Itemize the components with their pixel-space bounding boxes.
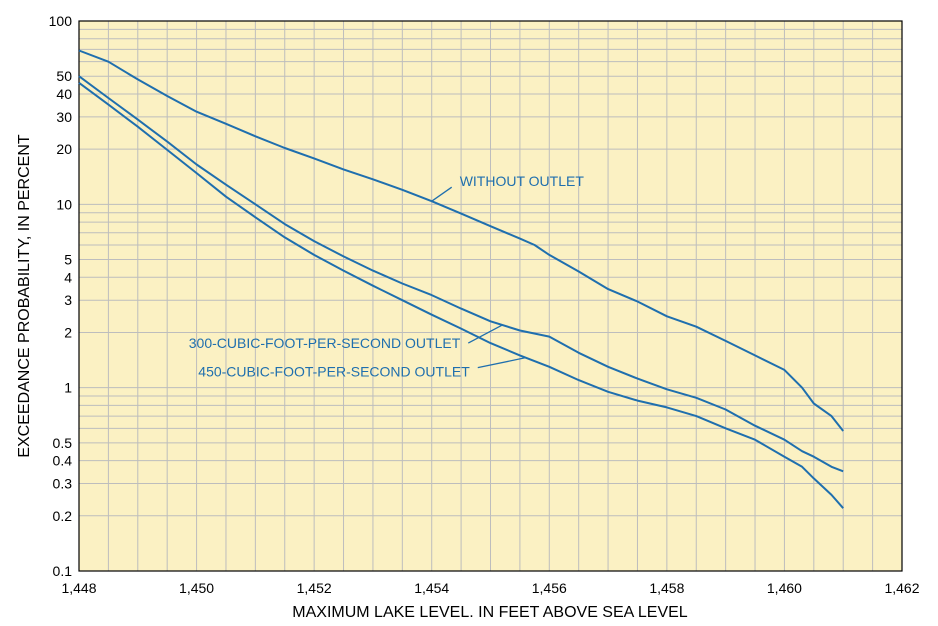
annotation-leader — [467, 324, 503, 344]
y-tick-label: 0.5 — [53, 435, 73, 451]
y-tick-label: 10 — [56, 196, 72, 212]
y-tick-label: 100 — [49, 13, 73, 29]
y-tick-label: 50 — [56, 68, 72, 84]
x-tick-label: 1,462 — [884, 580, 919, 596]
series-line — [78, 49, 844, 432]
x-tick-label: 1,450 — [179, 580, 214, 596]
x-tick-label: 1,452 — [297, 580, 332, 596]
y-axis-title: EXCEEDANCE PROBABILITY, IN PERCENT — [16, 134, 33, 458]
series-lines — [78, 49, 844, 509]
x-tick-label: 1,454 — [414, 580, 449, 596]
annotations: WITHOUT OUTLET 300-CUBIC-FOOT-PER-SECOND … — [189, 173, 585, 379]
y-tick-label: 20 — [56, 141, 72, 157]
y-tick-label: 3 — [64, 292, 72, 308]
y-tick-label: 4 — [64, 269, 72, 285]
annotation-label: 300-CUBIC-FOOT-PER-SECOND OUTLET — [189, 335, 461, 351]
x-tick-label: 1,448 — [61, 580, 96, 596]
y-tick-label: 2 — [64, 324, 72, 340]
x-tick-label: 1,456 — [532, 580, 567, 596]
annotation-leader — [431, 186, 453, 202]
y-tick-labels: 0.1 0.2 0.3 0.4 0.5 1 2 3 45 10 20 30 40 50 100 — [49, 13, 73, 579]
x-tick-label: 1,460 — [767, 580, 802, 596]
series-line — [78, 75, 844, 473]
annotation-label: WITHOUT OUTLET — [460, 173, 585, 189]
series-line — [78, 81, 844, 509]
y-tick-label: 0.4 — [53, 453, 73, 469]
x-tick-label: 1,458 — [649, 580, 684, 596]
y-tick-label: 0.1 — [53, 563, 73, 579]
y-tick-label: 30 — [56, 109, 72, 125]
plot-frame — [78, 20, 903, 572]
y-tick-label: 5 — [64, 252, 72, 268]
annotation-label: 450-CUBIC-FOOT-PER-SECOND OUTLET — [198, 364, 470, 380]
grid — [79, 21, 902, 571]
y-tick-label: 1 — [64, 380, 72, 396]
y-tick-label: 0.3 — [53, 476, 73, 492]
x-axis-title: MAXIMUM LAKE LEVEL. IN FEET ABOVE SEA LE… — [292, 604, 688, 621]
y-tick-label: 0.2 — [53, 508, 73, 524]
x-tick-labels: 1,448 1,450 1,452 1,454 1,456 1,458 1,460 1,462 — [61, 580, 919, 596]
annotation-leader — [477, 357, 526, 369]
y-tick-label: 40 — [56, 86, 72, 102]
